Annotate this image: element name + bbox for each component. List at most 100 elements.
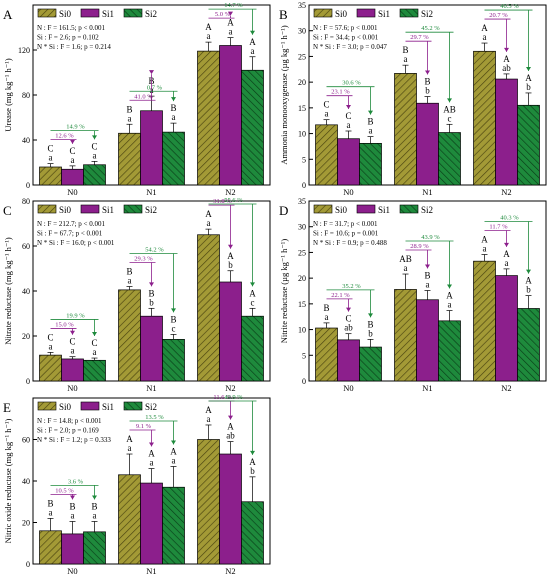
y-tick-label: 15	[298, 104, 306, 113]
y-axis-label: Ammonia monooxygenase (µg kg⁻¹ h⁻¹)	[279, 25, 289, 165]
legend-label: Si2	[421, 205, 433, 215]
panel-e: 0 20 40 60 Nitric oxide reductase (mg kg⁻¹ h…	[3, 394, 271, 576]
bar-si0-n0	[315, 327, 338, 382]
letter-upper: A	[249, 457, 256, 467]
y-tick-label: 0	[26, 560, 30, 569]
anova-stat: N * Si : F = 3.0; p = 0.047	[313, 43, 387, 51]
letter-upper: A	[227, 18, 234, 28]
letter-upper: A	[227, 251, 234, 261]
pct-change-si1-arrow-head	[70, 330, 75, 335]
bar-si1-n1	[416, 299, 439, 382]
pct-change-si2-label: 3.6 %	[68, 478, 84, 485]
pct-change-si2-label: 13.5 %	[145, 414, 164, 421]
letter-lower: a	[404, 54, 408, 64]
legend-label: Si2	[145, 205, 157, 215]
x-tick-label: N1	[422, 383, 432, 393]
bar-si1-n0	[61, 533, 84, 565]
bar-si2-n2	[241, 69, 264, 186]
pct-change-si2-label: 35.2 %	[342, 283, 361, 290]
bar-si1-n0	[61, 168, 84, 186]
pct-change-si1-label: 23.1 %	[331, 89, 350, 96]
pct-change-si1-arrow-head	[504, 47, 509, 52]
legend-label: Si2	[145, 9, 157, 19]
bar-si1-n0	[337, 138, 360, 186]
y-tick-label: 30	[298, 27, 306, 36]
bar-si0-n1	[118, 289, 141, 382]
pct-change-si2-arrow-head	[92, 332, 97, 337]
pct-change-si2-arrow-head	[447, 284, 452, 289]
letter-lower: a	[207, 218, 211, 228]
pct-change-si2-arrow-head	[368, 313, 373, 318]
letter-upper: B	[148, 288, 154, 298]
legend-swatch-si2	[123, 8, 143, 18]
x-tick-label: N1	[422, 187, 432, 197]
legend-label: Si2	[421, 9, 433, 19]
letter-upper: C	[323, 100, 329, 110]
pct-change-si1-arrow-head	[425, 264, 430, 269]
y-tick-label: 15	[298, 300, 306, 309]
legend-swatch-si2	[399, 204, 419, 214]
bar-si1-n2	[219, 45, 242, 186]
bar-si2-n1	[162, 339, 185, 382]
y-tick-label: 40	[22, 136, 30, 145]
bar-si1-n1	[140, 110, 163, 186]
letter-upper: A	[126, 434, 133, 444]
y-tick-label: 40	[22, 477, 30, 486]
anova-stat: N * Si : F = 16.0; p < 0.001	[37, 239, 115, 247]
x-tick-label: N2	[501, 187, 511, 197]
pct-change-si1-label: 12.6 %	[55, 133, 74, 140]
letter-upper: B	[69, 501, 75, 511]
legend-swatch-si0	[37, 8, 57, 18]
anova-stat: N * Si : F = 1.6; p = 0.214	[37, 43, 111, 51]
panel-b: 0 5 10 15 20 25 30 35 Ammonia monooxygenase (µg …	[279, 1, 547, 197]
pct-change-si1-label: 28.9 %	[410, 243, 429, 250]
panel-a: 0 40 80 120 Urease (mg kg⁻¹ h⁻¹) A Si0 Si1 Si2 N …	[3, 2, 271, 197]
pct-change-si1-label: 41.0 %	[134, 93, 153, 100]
legend-swatch-si1	[80, 204, 100, 214]
letter-lower: a	[325, 109, 329, 119]
bar-si0-n2	[473, 260, 496, 382]
letter-lower: a	[93, 510, 97, 520]
legend-label: Si0	[59, 9, 72, 19]
y-axis-label: Nitrite reductase (µg kg⁻¹ h⁻¹)	[279, 239, 289, 344]
letter-lower: a	[71, 510, 75, 520]
pct-change-si2-arrow-head	[447, 98, 452, 103]
bar-si2-n0	[83, 531, 106, 565]
bar-si0-n0	[39, 166, 62, 186]
letter-lower: b	[526, 82, 531, 92]
letter-lower: c	[172, 323, 176, 333]
legend-label: Si0	[335, 9, 348, 19]
y-tick-label: 25	[298, 248, 306, 257]
anova-stat: Si : F = 2.6; p = 0.102	[37, 34, 99, 42]
y-tick-label: 0	[26, 181, 30, 190]
pct-change-si1-arrow-head	[149, 442, 154, 447]
panel-letter: E	[3, 400, 11, 415]
letter-upper: B	[126, 267, 132, 277]
letter-upper: B	[424, 77, 430, 87]
pct-change-si1-arrow-head	[228, 244, 233, 249]
pct-change-si1-label: 29.7 %	[410, 34, 429, 41]
legend-swatch-si2	[399, 8, 419, 18]
legend-label: Si1	[102, 205, 114, 215]
y-tick-label: 10	[298, 326, 306, 335]
bar-si0-n1	[118, 132, 141, 186]
legend-label: Si2	[145, 402, 157, 412]
letter-lower: ab	[344, 323, 353, 333]
bar-si2-n0	[359, 142, 382, 186]
bar-si2-n2	[241, 315, 264, 382]
bar-si2-n0	[359, 346, 382, 382]
letter-lower: a	[369, 126, 373, 136]
pct-change-si2-arrow-head	[250, 282, 255, 287]
panel-letter: C	[3, 203, 12, 218]
pct-change-si2-label: 54.2 %	[145, 247, 164, 254]
letter-lower: ab	[502, 63, 511, 73]
y-tick-label: 35	[298, 197, 306, 206]
pct-change-si2-label: 55.6 %	[224, 197, 243, 204]
letter-lower: a	[483, 243, 487, 253]
letter-lower: a	[207, 31, 211, 41]
pct-change-si2-arrow-head	[171, 97, 176, 102]
y-tick-label: 30	[298, 223, 306, 232]
letter-lower: ab	[226, 431, 235, 441]
letter-upper: A	[249, 37, 256, 47]
pct-change-si2-label: 49.9 %	[224, 394, 243, 401]
